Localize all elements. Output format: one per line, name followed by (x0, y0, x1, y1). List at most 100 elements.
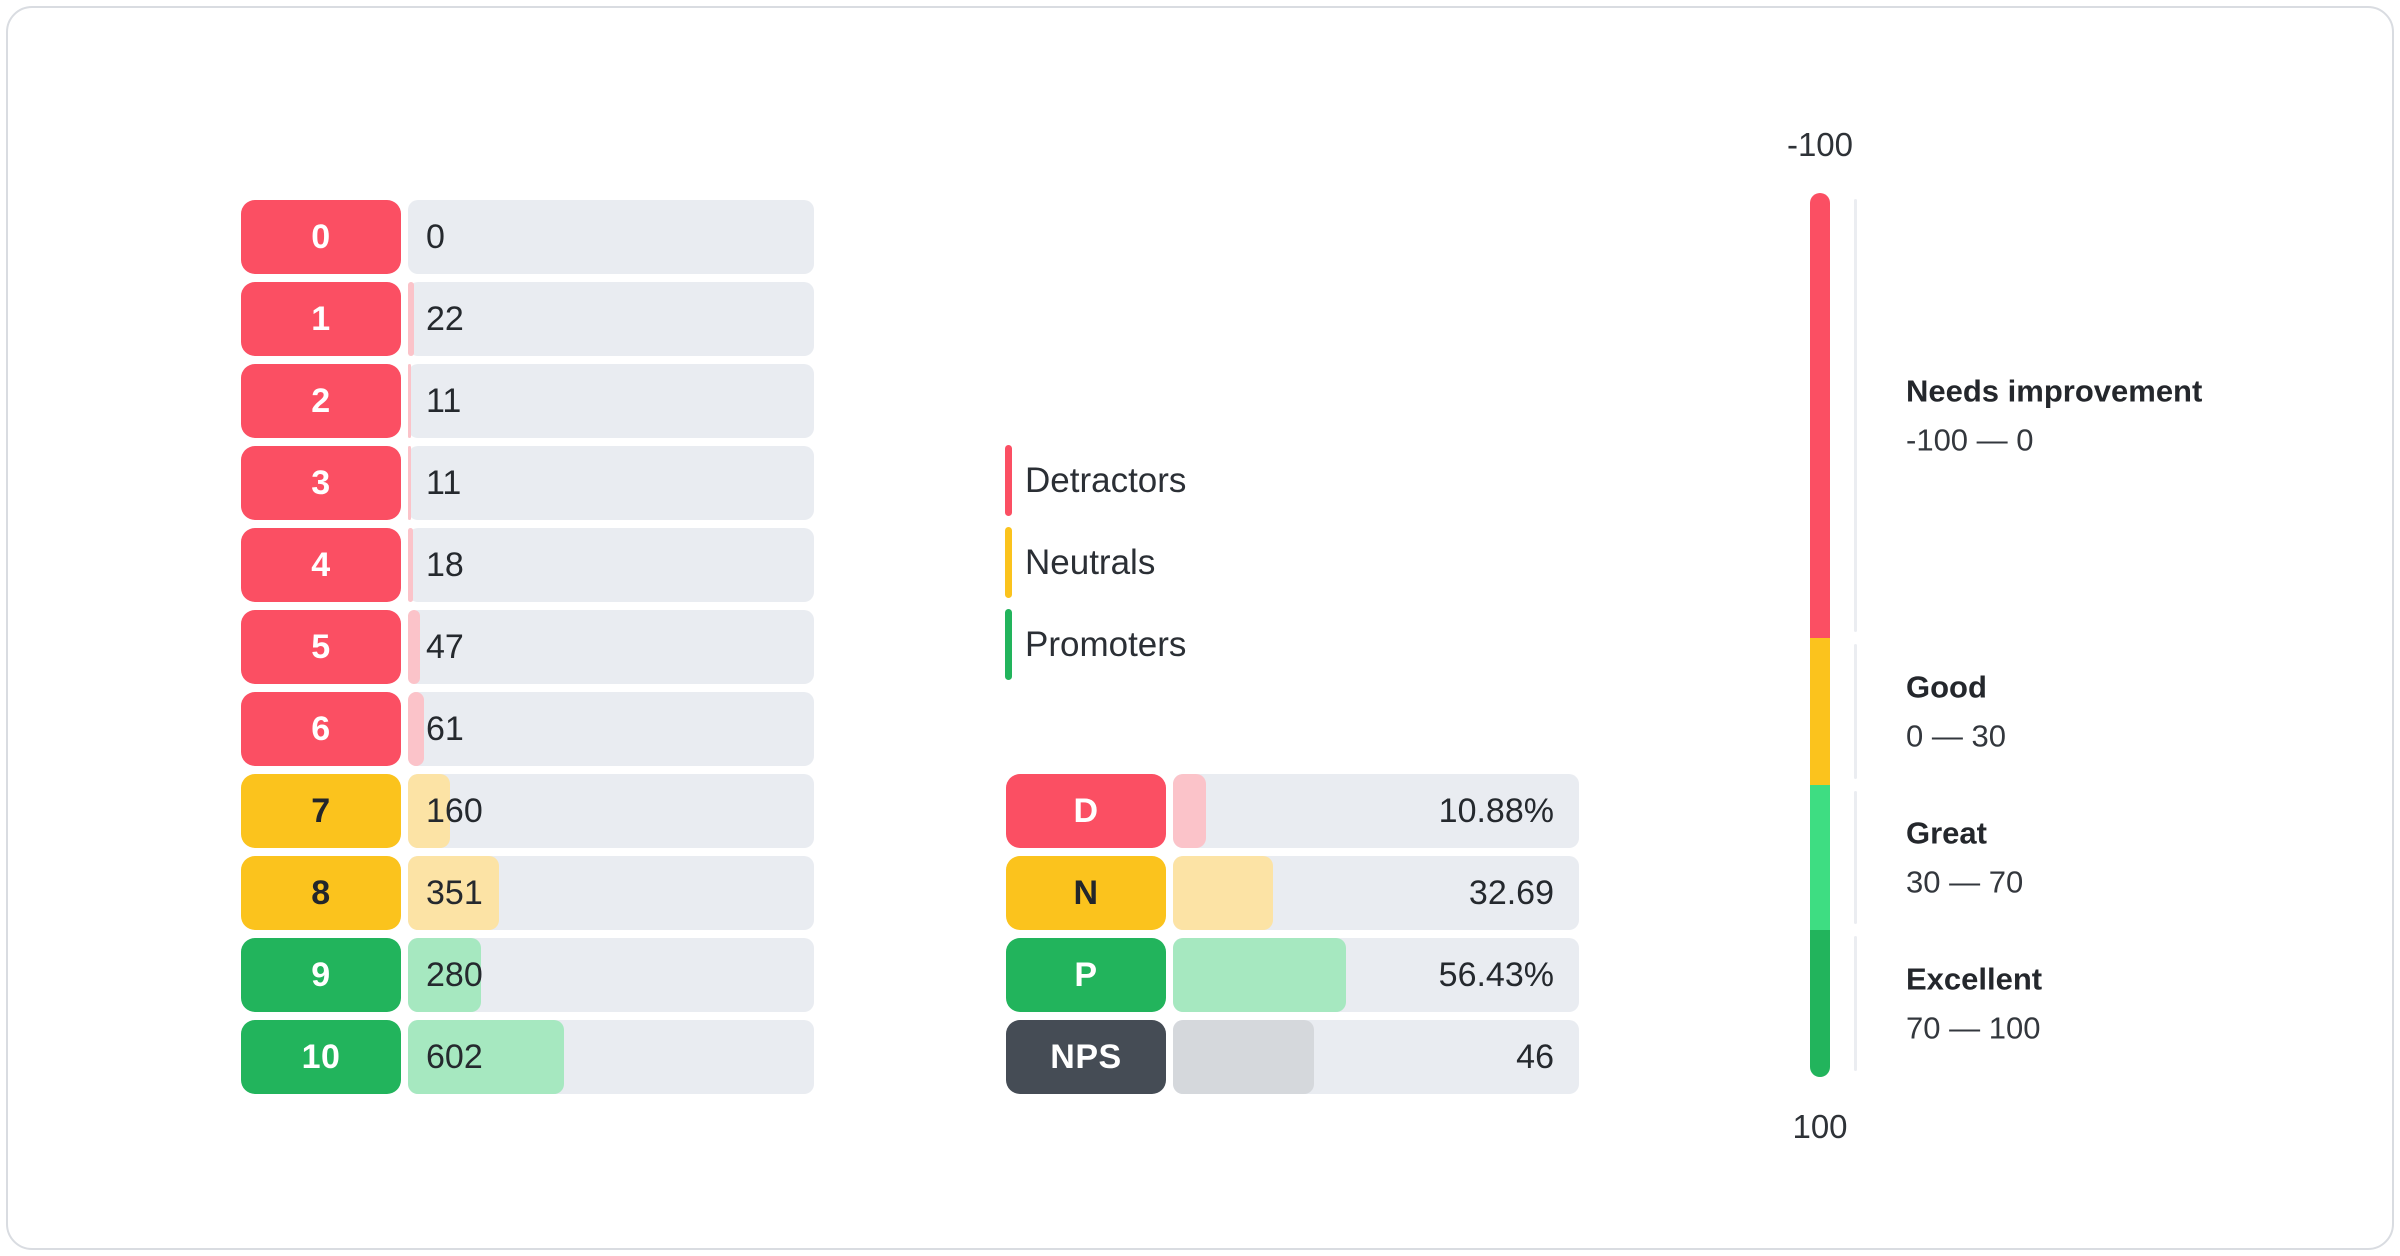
gauge-top-label: -100 (1786, 126, 1854, 163)
score-badge: 5 (241, 610, 401, 684)
score-fill (408, 282, 414, 356)
score-fill (408, 774, 450, 848)
score-track: 351 (408, 856, 814, 930)
summary-value: 46 (1516, 1037, 1554, 1076)
score-badge: 2 (241, 364, 401, 438)
gauge-axis-line (1854, 193, 1857, 1077)
gauge-bottom-label: 100 (1792, 1108, 1848, 1145)
summary-track: 56.43% (1173, 938, 1579, 1012)
gauge-zone-range: -100 — 0 (1906, 422, 2034, 457)
gauge-zone-promoter (1810, 930, 1830, 1077)
gauge-axis-segment (1854, 936, 1857, 1071)
score-fill (408, 692, 424, 766)
summary-track: 46 (1173, 1020, 1579, 1094)
summary-badge-p: P (1006, 938, 1166, 1012)
score-fill (408, 938, 481, 1012)
score-track: 22 (408, 282, 814, 356)
score-track: 11 (408, 446, 814, 520)
score-fill (408, 446, 411, 520)
score-fill (408, 364, 411, 438)
score-track: 280 (408, 938, 814, 1012)
score-count: 22 (426, 299, 464, 338)
score-count: 47 (426, 627, 464, 666)
score-row-3: 3 11 (241, 446, 814, 520)
legend-swatch-detractor (1005, 445, 1012, 516)
summary-badge-d: D (1006, 774, 1166, 848)
summary-row-d: D 10.88% (1006, 774, 1579, 848)
score-row-6: 6 61 (241, 692, 814, 766)
score-badge: 1 (241, 282, 401, 356)
score-fill (408, 610, 421, 684)
summary-fill (1173, 938, 1346, 1012)
score-row-8: 8 351 (241, 856, 814, 930)
score-track: 0 (408, 200, 814, 274)
score-count: 351 (426, 873, 483, 912)
gauge-axis-segment (1854, 644, 1857, 779)
summary-row-nps: NPS 46 (1006, 1020, 1579, 1094)
summary-fill (1173, 774, 1207, 848)
summary-fill (1173, 856, 1274, 930)
score-track: 61 (408, 692, 814, 766)
score-count: 11 (426, 463, 462, 502)
legend-label: Neutrals (1025, 542, 1156, 582)
score-badge: 4 (241, 528, 401, 602)
summary-row-p: P 56.43% (1006, 938, 1579, 1012)
score-fill (408, 528, 413, 602)
score-badge: 8 (241, 856, 401, 930)
gauge-zone-great (1810, 785, 1830, 930)
legend-label: Detractors (1025, 460, 1187, 500)
gauge-bar (1810, 193, 1830, 1077)
score-row-4: 4 18 (241, 528, 814, 602)
gauge-zone-title: Excellent (1906, 961, 2043, 996)
nps-summary-list: D 10.88% N 32.69 P 56.43% NPS 46 (1006, 774, 1579, 1094)
score-fill (408, 856, 500, 930)
summary-row-n: N 32.69 (1006, 856, 1579, 930)
score-track: 47 (408, 610, 814, 684)
score-row-5: 5 47 (241, 610, 814, 684)
gauge-zone-title: Needs improvement (1906, 373, 2203, 408)
gauge-zone-title: Great (1906, 815, 1987, 850)
score-count: 11 (426, 381, 462, 420)
gauge-zone-label-excellent: Excellent 70 — 100 (1906, 961, 2042, 1046)
legend-item-promoter: Promoters (1005, 609, 1186, 680)
summary-track: 32.69 (1173, 856, 1579, 930)
score-track: 11 (408, 364, 814, 438)
legend-label: Promoters (1025, 624, 1187, 664)
gauge-zone-range: 0 — 30 (1906, 718, 2006, 753)
summary-badge-n: N (1006, 856, 1166, 930)
score-count: 61 (426, 709, 464, 748)
score-count: 18 (426, 545, 464, 584)
summary-fill (1173, 1020, 1314, 1094)
score-badge: 9 (241, 938, 401, 1012)
gauge-zone-detractor (1810, 193, 1830, 638)
legend-swatch-neutral (1005, 527, 1012, 598)
score-badge: 7 (241, 774, 401, 848)
score-count: 280 (426, 955, 483, 994)
score-badge: 10 (241, 1020, 401, 1094)
score-distribution-list: 0 0 1 22 2 11 3 11 4 18 5 47 6 61 7 160 8 351 9 280 10 602 (241, 200, 814, 1094)
summary-value: 56.43% (1438, 955, 1554, 994)
gauge-zone-label-good: Good 0 — 30 (1906, 669, 2006, 754)
score-row-7: 7 160 (241, 774, 814, 848)
score-badge: 0 (241, 200, 401, 274)
nps-report-card: 0 0 1 22 2 11 3 11 4 18 5 47 6 61 7 160 8 351 9 280 10 602 De… (6, 6, 2394, 1250)
summary-track: 10.88% (1173, 774, 1579, 848)
legend-item-neutral: Neutrals (1005, 527, 1186, 598)
gauge-zone-range: 30 — 70 (1906, 864, 2024, 899)
score-count: 602 (426, 1037, 483, 1076)
gauge-zone-label-great: Great 30 — 70 (1906, 815, 2023, 900)
gauge-axis-segment (1854, 199, 1857, 632)
legend: Detractors Neutrals Promoters (1005, 445, 1186, 680)
score-count: 0 (426, 217, 445, 256)
score-count: 160 (426, 791, 483, 830)
score-row-1: 1 22 (241, 282, 814, 356)
summary-value: 10.88% (1438, 791, 1554, 830)
score-fill (408, 1020, 565, 1094)
score-badge: 3 (241, 446, 401, 520)
score-track: 602 (408, 1020, 814, 1094)
legend-item-detractor: Detractors (1005, 445, 1186, 516)
score-track: 18 (408, 528, 814, 602)
gauge-zone-range: 70 — 100 (1906, 1010, 2041, 1045)
gauge-axis-segment (1854, 791, 1857, 924)
